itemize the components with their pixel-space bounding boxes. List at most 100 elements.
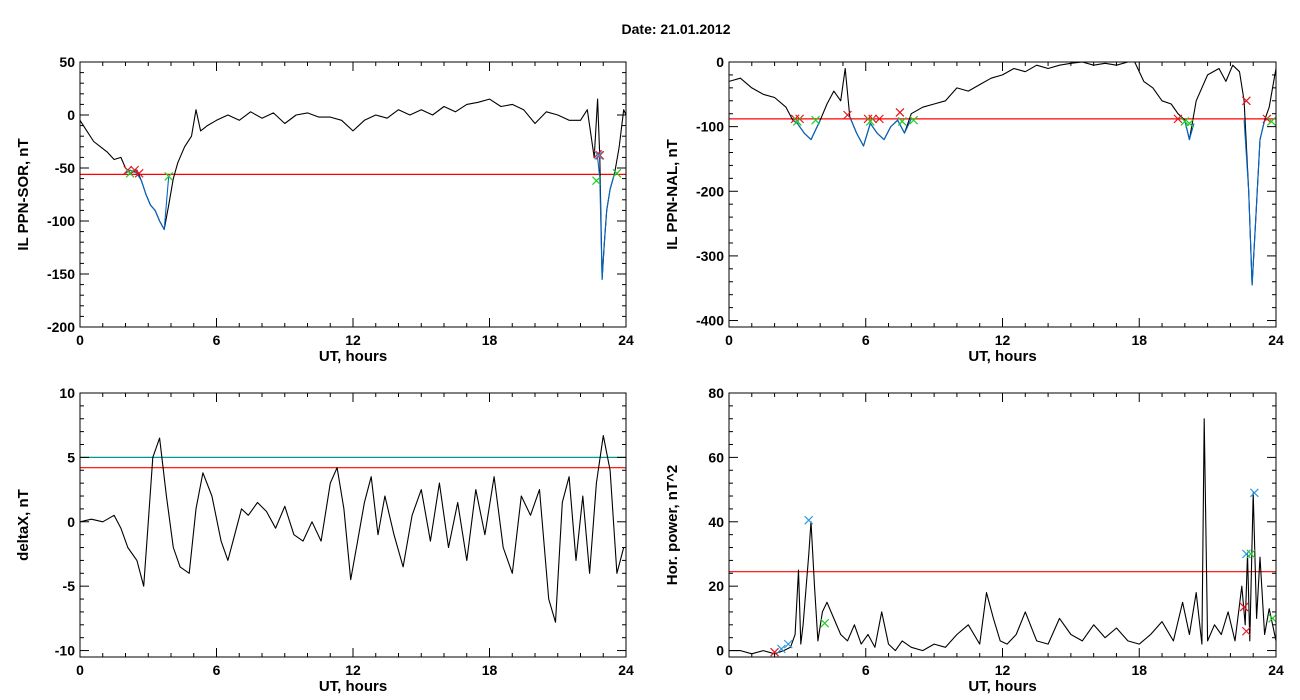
cross-marker-stroke — [1239, 602, 1249, 612]
plot-frame — [79, 61, 627, 328]
y-tick-label: -100 — [696, 119, 724, 135]
x-axis-title: UT, hours — [968, 678, 1036, 695]
x-tick-label: 18 — [1131, 662, 1147, 678]
cross-marker-stroke — [895, 107, 905, 117]
y-tick-label: 0 — [67, 514, 75, 530]
cross-marker-stroke — [612, 168, 622, 178]
plot-frame — [728, 61, 1277, 328]
cross-marker-stroke — [134, 168, 144, 178]
x-tick-label: 24 — [618, 662, 634, 678]
x-tick-label: 12 — [345, 662, 361, 678]
figure-date-title: Date: 21.01.2012 — [622, 21, 731, 37]
cross-marker — [792, 117, 802, 126]
cross-marker — [1246, 549, 1256, 559]
y-tick-label: 0 — [716, 54, 724, 70]
cross-marker — [1268, 613, 1276, 623]
x-tick-label: 6 — [213, 332, 221, 348]
y-axis-title: IL PPN-NAL, nT — [664, 139, 681, 250]
x-axis-title: UT, hours — [968, 348, 1036, 365]
series-line — [729, 62, 1276, 286]
cross-marker — [897, 117, 907, 126]
y-tick-label: -200 — [696, 183, 724, 199]
cross-marker — [811, 115, 821, 125]
series-line — [80, 98, 626, 280]
cross-marker-stroke — [909, 115, 919, 125]
cross-marker — [1241, 549, 1251, 559]
y-tick-label: 0 — [67, 107, 75, 123]
cross-marker-stroke — [1184, 118, 1194, 128]
cross-marker — [770, 647, 780, 657]
y-tick-label: 5 — [67, 449, 75, 465]
cross-marker — [134, 168, 144, 178]
y-tick-label: -100 — [47, 213, 75, 229]
y-tick-label: -200 — [47, 319, 75, 335]
y-tick-label: 0 — [716, 643, 724, 659]
cross-marker — [1262, 114, 1272, 124]
cross-marker-stroke — [1180, 117, 1190, 126]
cross-marker — [783, 639, 793, 649]
y-tick-label: 10 — [59, 385, 75, 401]
y-tick-label: -10 — [55, 643, 75, 659]
cross-marker-stroke — [770, 647, 780, 657]
highlight-segment — [849, 116, 912, 147]
cross-marker — [820, 618, 830, 628]
x-tick-label: 6 — [862, 662, 870, 678]
cross-marker-stroke — [592, 176, 601, 186]
cross-marker — [1241, 626, 1251, 636]
x-tick-label: 18 — [482, 662, 498, 678]
chart-panel-3: 0 6 12 18 24 -10 -5 0 5 10 UT, hours deltaX, nT — [15, 385, 634, 695]
cross-marker — [1173, 114, 1183, 124]
y-tick-label: -300 — [696, 248, 724, 264]
cross-marker-stroke — [897, 117, 907, 126]
x-tick-label: 12 — [995, 332, 1011, 348]
plot-frame — [79, 392, 627, 658]
cross-marker-stroke — [811, 115, 821, 125]
cross-marker — [125, 168, 135, 178]
cross-marker-stroke — [594, 150, 604, 160]
chart-panel-4: 0 6 12 18 24 0 20 40 60 80 UT, hours Hor. power, nT… — [664, 385, 1284, 695]
cross-marker — [865, 117, 875, 126]
highlight-segment — [1243, 118, 1270, 286]
x-tick-label: 12 — [995, 662, 1011, 678]
x-tick-label: 24 — [1268, 332, 1284, 348]
cross-marker-stroke — [875, 114, 884, 124]
x-tick-label: 6 — [862, 332, 870, 348]
cross-marker — [1267, 117, 1276, 126]
x-tick-label: 0 — [76, 662, 84, 678]
cross-marker-stroke — [804, 515, 814, 525]
cross-marker-stroke — [1173, 114, 1183, 124]
y-axis-title: Hor. power, nT^2 — [664, 465, 681, 585]
chart-panel-1: 0 6 12 18 24 -200 -150 -100 -50 0 50 UT, hours IL PP… — [15, 54, 634, 365]
cross-marker-stroke — [843, 110, 852, 120]
cross-marker-stroke — [820, 618, 830, 628]
y-tick-label: 50 — [59, 54, 75, 70]
cross-marker — [843, 110, 852, 120]
cross-marker-stroke — [1241, 96, 1251, 106]
cross-marker-stroke — [1267, 117, 1276, 126]
x-axis-title: UT, hours — [319, 678, 387, 695]
chart-panel-2: 0 6 12 18 24 -400 -300 -200 -100 0 UT, hours IL PPN… — [664, 54, 1284, 365]
x-tick-label: 24 — [1268, 662, 1284, 678]
x-tick-label: 18 — [482, 332, 498, 348]
plot-area — [80, 434, 626, 623]
y-tick-label: -5 — [63, 578, 76, 594]
cross-marker — [875, 114, 884, 124]
y-tick-label: -400 — [696, 313, 724, 329]
cross-marker — [592, 176, 601, 186]
x-tick-label: 12 — [345, 332, 361, 348]
cross-marker-stroke — [595, 150, 605, 160]
cross-marker — [1184, 118, 1194, 128]
y-axis-title: deltaX, nT — [15, 489, 32, 561]
y-tick-label: -150 — [47, 266, 75, 282]
cross-marker-stroke — [1246, 549, 1256, 559]
cross-marker-stroke — [792, 117, 802, 126]
y-tick-label: -50 — [55, 160, 75, 176]
x-tick-label: 0 — [725, 662, 733, 678]
cross-marker — [776, 644, 786, 654]
cross-marker — [1249, 488, 1259, 498]
series-line — [80, 434, 626, 623]
cross-marker — [909, 115, 919, 125]
cross-marker — [130, 165, 140, 175]
highlight-segment — [792, 119, 821, 141]
